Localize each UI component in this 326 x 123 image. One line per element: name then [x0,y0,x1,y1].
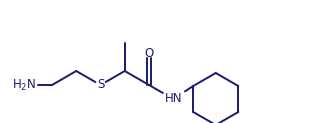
Text: O: O [144,47,154,60]
Text: HN: HN [165,92,182,106]
Text: S: S [97,78,104,92]
Text: H$_2$N: H$_2$N [12,77,36,92]
